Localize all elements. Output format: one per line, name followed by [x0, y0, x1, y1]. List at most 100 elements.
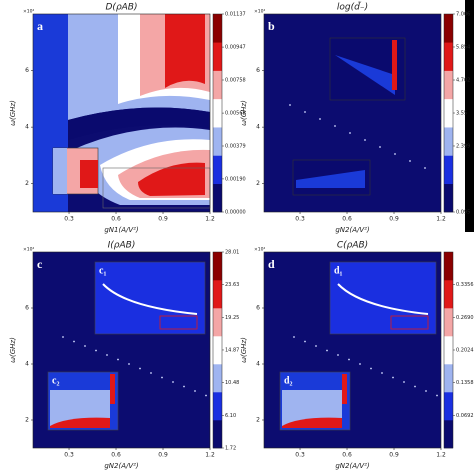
x-tick-label: 0.6	[342, 216, 352, 223]
dot	[128, 363, 130, 365]
x-tick-label: 0.9	[158, 452, 168, 459]
dot	[403, 381, 405, 383]
dot	[392, 376, 394, 379]
region	[68, 107, 210, 140]
colorbar-tick-label: 0.2690	[456, 315, 474, 321]
dot	[183, 385, 185, 388]
dot	[172, 381, 174, 383]
colorbar-tick-label: 23.63	[225, 282, 239, 288]
dot	[425, 390, 427, 392]
colorbar-band	[444, 420, 453, 449]
colorbar-band	[444, 336, 453, 365]
x-tick-label: 0.6	[342, 452, 352, 459]
inset-label: d₁	[334, 265, 343, 276]
colorbar-band	[213, 392, 222, 421]
dot	[304, 111, 306, 113]
multiplier: ×10²	[23, 9, 34, 15]
inset-cbar	[110, 374, 115, 404]
inset	[94, 261, 206, 335]
y-tick-label: 4	[25, 124, 29, 131]
y-tick-label: 6	[256, 305, 260, 312]
colorbar-tick-label: 1.72	[225, 446, 236, 452]
y-tick-label: 4	[256, 361, 260, 368]
inset-box	[159, 315, 198, 330]
x-tick-label: 0.9	[389, 452, 399, 459]
dot	[293, 336, 295, 338]
dot	[337, 354, 339, 356]
colorbar-band	[213, 308, 222, 337]
dot	[348, 358, 350, 361]
colorbar-band	[444, 14, 453, 43]
dot	[194, 390, 196, 392]
y-axis-label: ω(GHz)	[240, 100, 248, 126]
x-tick-label: 0.3	[64, 452, 74, 459]
x-tick-label: 1.2	[205, 216, 215, 223]
panel-title: log(d̃₋)	[337, 1, 368, 13]
region	[138, 162, 205, 196]
dot	[315, 345, 317, 347]
frame	[263, 13, 442, 213]
multiplier: ×10²	[254, 247, 265, 253]
y-tick-label: 2	[25, 417, 29, 424]
inset-region	[80, 160, 98, 188]
y-axis-label: ω(GHz)	[240, 337, 248, 363]
colorbar-tick-label: 0.00000	[225, 210, 246, 216]
dot	[139, 367, 141, 370]
y-tick-label: 6	[256, 67, 260, 74]
dot	[409, 160, 411, 162]
colorbar-tick-label: 0.00947	[225, 45, 246, 51]
colorbar-tick-label: 0.00379	[225, 144, 246, 150]
inset-cbar	[342, 374, 347, 404]
inset-region	[50, 417, 110, 428]
dot	[106, 354, 108, 356]
x-axis-label: gN2(A/V²)	[104, 462, 139, 470]
x-tick-label: 1.2	[205, 452, 215, 459]
dot	[370, 367, 372, 370]
x-tick-label: 1.2	[436, 216, 446, 223]
x-tick-label: 0.3	[295, 452, 305, 459]
inset-curve	[102, 283, 198, 315]
dot	[161, 376, 163, 379]
dot	[84, 345, 86, 347]
colorbar-band	[444, 280, 453, 309]
colorbar-band	[444, 98, 453, 128]
colorbar-tick-label: 7.006	[456, 12, 470, 18]
dot	[424, 167, 426, 169]
colorbar-tick-label: 28.01	[225, 250, 239, 256]
dot	[364, 139, 366, 141]
dot	[436, 394, 438, 397]
colorbar-band	[444, 308, 453, 337]
colorbar-tick-label: 3.55	[456, 111, 467, 117]
y-tick-label: 2	[25, 180, 29, 187]
colorbar-tick-label: 19.25	[225, 315, 239, 321]
y-tick-label: 6	[25, 67, 29, 74]
inset-region	[335, 55, 395, 95]
x-tick-label: 0.3	[64, 216, 74, 223]
panel-label: b	[268, 19, 275, 33]
x-tick-label: 0.6	[111, 452, 121, 459]
inset-cbar	[392, 40, 397, 90]
y-tick-label: 4	[25, 361, 29, 368]
dot	[289, 104, 291, 106]
colorbar-tick-label: 0.0692	[456, 413, 474, 419]
colorbar-band	[444, 70, 453, 100]
panel-label: c	[37, 257, 43, 271]
dot	[73, 340, 75, 343]
x-tick-label: 1.2	[436, 452, 446, 459]
colorbar-tick-label: 2.399	[456, 143, 470, 149]
colorbar-band	[213, 155, 222, 185]
frame	[32, 251, 211, 449]
inset-label: d₂	[284, 375, 293, 386]
colorbar-band	[444, 42, 453, 71]
dot	[414, 385, 416, 388]
x-tick-label: 0.9	[389, 216, 399, 223]
colorbar-tick-label: 0.01137	[225, 12, 246, 18]
dot	[349, 132, 351, 134]
colorbar-tick-label: 10.48	[225, 380, 239, 386]
colorbar-band	[444, 252, 453, 281]
dot	[117, 358, 119, 361]
y-tick-label: 2	[256, 417, 260, 424]
inset-region	[282, 417, 342, 428]
colorbar-band	[213, 42, 222, 71]
